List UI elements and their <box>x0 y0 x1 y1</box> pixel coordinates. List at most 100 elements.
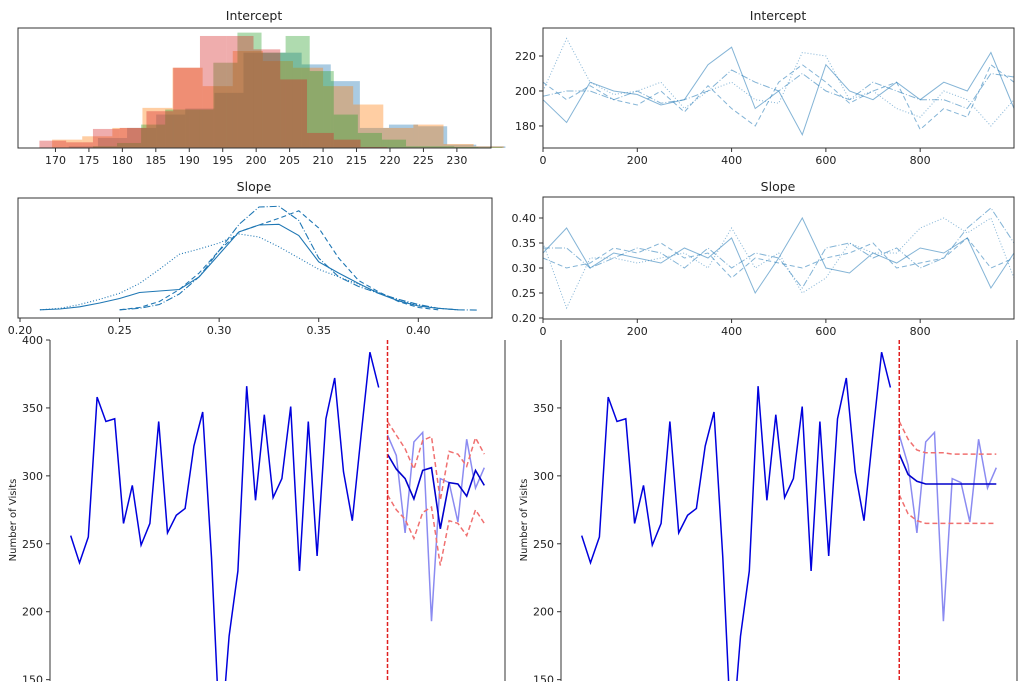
intercept-hist-xtick-label: 225 <box>413 154 434 167</box>
intercept-hist-bar <box>353 104 384 148</box>
slope-trace-line <box>542 216 1015 295</box>
right-forecast-plot-area <box>580 340 997 682</box>
intercept-hist-xtick-label: 200 <box>246 154 267 167</box>
intercept-hist-bar <box>406 146 431 148</box>
intercept-hist-bar <box>185 108 215 148</box>
left-forecast-ytick-label: 350 <box>22 402 43 415</box>
intercept-hist-xtick-label: 190 <box>179 154 200 167</box>
slope-trace-line <box>542 217 1015 310</box>
intercept-hist-xtick-label: 175 <box>78 154 99 167</box>
slope-trace-line <box>543 207 1015 289</box>
slope-trace-xtick-label: 200 <box>627 325 648 338</box>
intercept-hist-bar <box>82 136 113 148</box>
intercept-trace-ytick-label: 180 <box>515 120 536 133</box>
intercept-hist-bar <box>214 92 244 148</box>
intercept-hist-bar <box>226 35 254 148</box>
slope-kde-axes <box>17 197 493 319</box>
intercept-hist-bar <box>127 127 157 148</box>
intercept-hist-bar <box>443 143 474 148</box>
left-forecast-ytick-label: 150 <box>22 674 43 682</box>
intercept-hist-bar <box>119 127 147 148</box>
slope-kde-line <box>119 210 439 311</box>
slope-kde-xtick-label: 0.25 <box>107 324 132 337</box>
intercept-hist-bar <box>172 67 203 148</box>
intercept-hist-bar <box>447 144 477 148</box>
slope-kde-line <box>119 205 479 311</box>
intercept-hist-bar <box>323 86 354 148</box>
intercept-trace-line <box>542 63 1015 131</box>
slope-kde-xtick-label: 0.20 <box>8 324 33 337</box>
slope-kde-xtick-label: 0.40 <box>406 324 431 337</box>
right-forecast-observed-line <box>580 352 892 682</box>
intercept-hist-bar <box>199 35 227 148</box>
intercept-trace-ytick-label: 220 <box>515 50 536 63</box>
intercept-hist-bar <box>307 132 334 148</box>
slope-kde-title: Slope <box>237 179 272 194</box>
left-forecast-plot-area <box>69 340 485 682</box>
intercept-hist-bar <box>68 146 98 148</box>
slope-trace-axes <box>542 196 1015 320</box>
intercept-hist-bar <box>92 128 120 148</box>
intercept-hist-bar <box>473 146 504 148</box>
slope-kde-line <box>39 223 459 311</box>
right-forecast-ytick-label: 200 <box>533 606 554 619</box>
left-forecast-ytick-label: 400 <box>22 334 43 347</box>
intercept-hist-bar <box>39 140 67 148</box>
intercept-hist-bar <box>146 111 174 148</box>
intercept-hist-bar <box>292 67 324 148</box>
intercept-trace-ytick-label: 200 <box>515 85 536 98</box>
right-forecast-forecast-mean-line <box>898 453 997 485</box>
right-forecast-ytick-label: 300 <box>533 470 554 483</box>
intercept-hist-bar <box>301 64 331 148</box>
intercept-hist-bar <box>66 142 93 148</box>
intercept-hist-bar <box>165 109 190 148</box>
intercept-hist-bar <box>280 79 308 148</box>
slope-kde-xtick-label: 0.30 <box>207 324 232 337</box>
intercept-hist-bar <box>92 146 118 148</box>
intercept-hist-bar <box>142 107 173 148</box>
intercept-hist-bar <box>156 114 186 148</box>
slope-trace-xtick-label: 600 <box>815 325 836 338</box>
right-forecast-ytick-label: 150 <box>533 674 554 682</box>
intercept-hist-bar <box>189 109 214 148</box>
intercept-hist-axes <box>17 27 492 149</box>
intercept-hist-bar <box>454 146 479 148</box>
intercept-hist-xtick-label: 185 <box>145 154 166 167</box>
intercept-hist-bar <box>359 127 389 148</box>
intercept-hist-bar <box>52 139 83 148</box>
intercept-trace-xtick-label: 600 <box>815 154 836 167</box>
intercept-hist-bar <box>272 52 302 148</box>
intercept-hist-bar <box>112 127 143 148</box>
intercept-hist-bar <box>333 139 361 148</box>
intercept-hist-bar <box>232 51 263 148</box>
left-forecast-actual-line <box>386 430 485 622</box>
slope-trace-line <box>542 237 1015 279</box>
intercept-hist-xtick-label: 180 <box>112 154 133 167</box>
intercept-hist-bar <box>413 124 444 148</box>
intercept-hist-bar <box>97 137 128 148</box>
slope-trace-xtick-label: 0 <box>540 325 547 338</box>
slope-trace-ytick-label: 0.40 <box>512 212 537 225</box>
left-forecast-forecast-mean-line <box>386 453 485 529</box>
intercept-hist-bar <box>383 127 414 148</box>
slope-trace-ytick-label: 0.20 <box>512 312 537 325</box>
intercept-hist-bar <box>360 146 388 148</box>
slope-trace-xtick-label: 400 <box>721 325 742 338</box>
intercept-hist-bar <box>213 62 238 149</box>
intercept-hist-xtick-label: 220 <box>379 154 400 167</box>
intercept-hist-bar <box>388 124 419 148</box>
intercept-hist-xtick-label: 195 <box>212 154 233 167</box>
slope-trace-ytick-label: 0.30 <box>512 262 537 275</box>
intercept-trace-xtick-label: 0 <box>540 154 547 167</box>
intercept-hist-bar <box>309 71 334 148</box>
intercept-hist-bar <box>330 81 360 148</box>
intercept-hist-xtick-label: 205 <box>279 154 300 167</box>
left-forecast-ytick-label: 250 <box>22 538 43 551</box>
slope-kde-line <box>39 233 459 311</box>
slope-trace-ytick-label: 0.25 <box>512 287 537 300</box>
right-forecast-ytick-label: 350 <box>533 402 554 415</box>
intercept-trace-xtick-label: 800 <box>910 154 931 167</box>
right-forecast-ytick-label: 250 <box>533 538 554 551</box>
right-forecast-upper-bound-line <box>898 421 997 455</box>
